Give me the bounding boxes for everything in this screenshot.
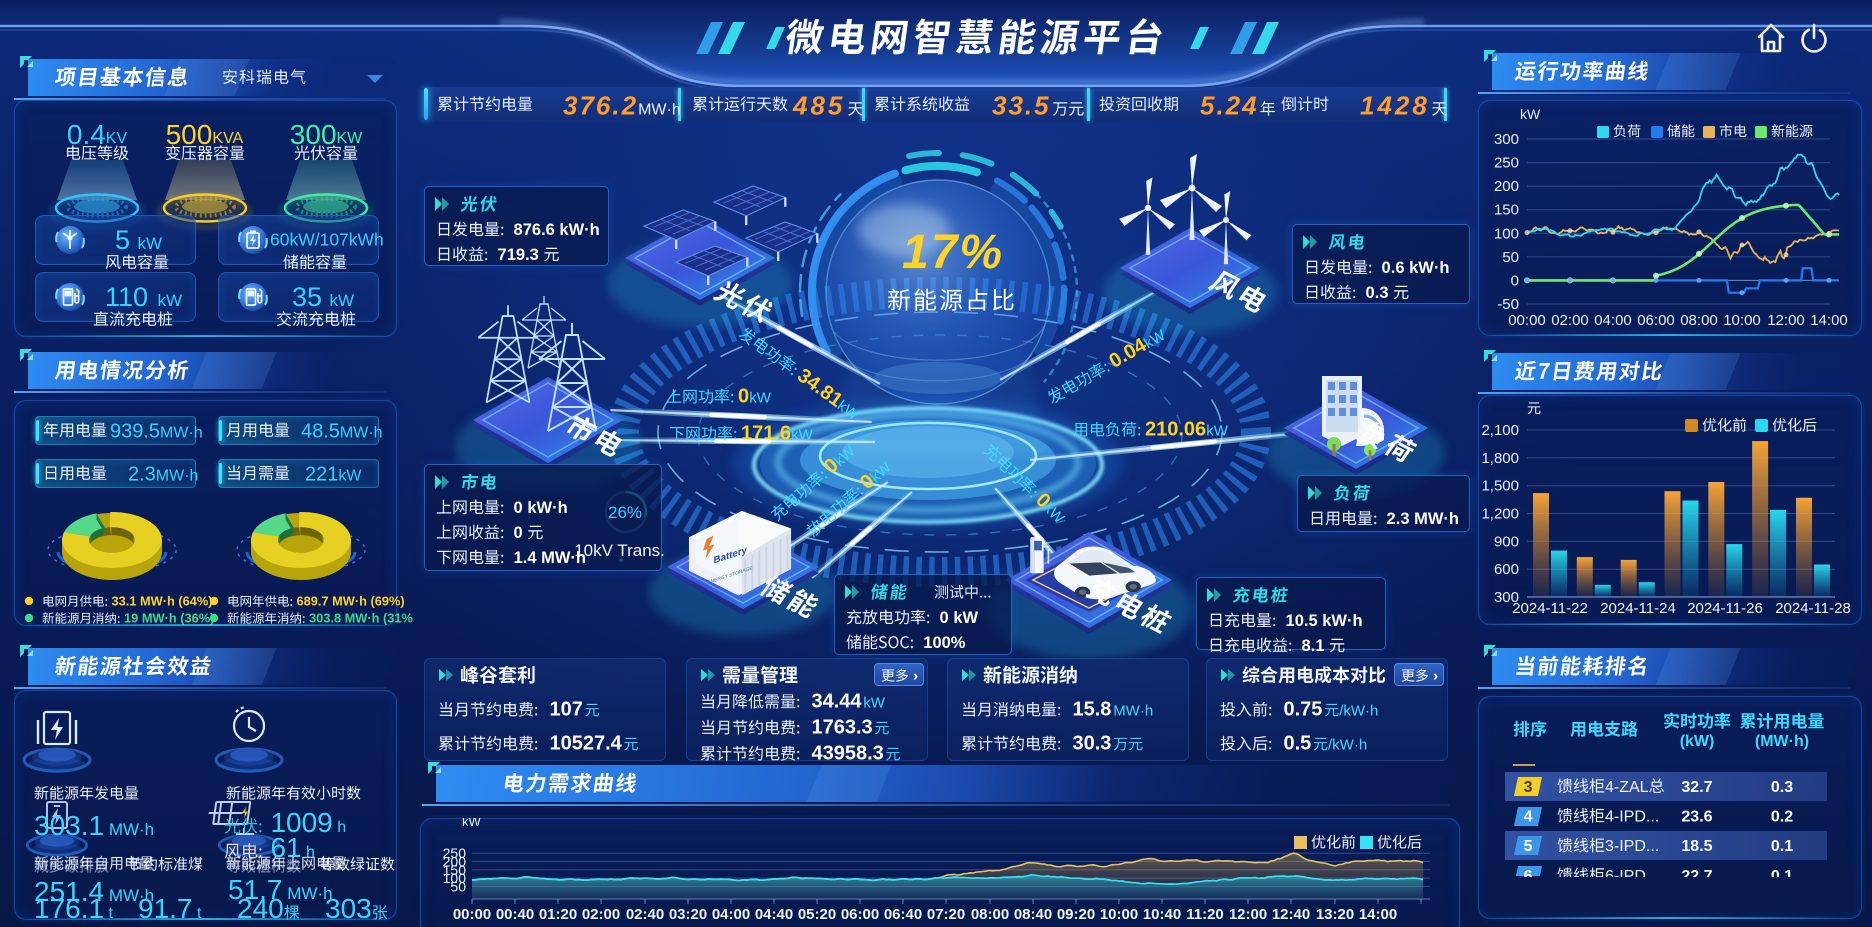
svg-text:02:40: 02:40 (626, 906, 664, 923)
svg-text:04:00: 04:00 (1594, 312, 1632, 329)
svg-text:200: 200 (1494, 178, 1519, 195)
svg-text:-50: -50 (1497, 296, 1519, 313)
svg-text:02:00: 02:00 (582, 906, 620, 923)
svg-text:12:00: 12:00 (1767, 312, 1805, 329)
svg-text:11:20: 11:20 (1186, 906, 1224, 923)
svg-text:08:00: 08:00 (1680, 312, 1718, 329)
svg-text:50: 50 (1502, 249, 1519, 266)
svg-text:1,800: 1,800 (1481, 450, 1519, 467)
svg-text:08:00: 08:00 (971, 906, 1009, 923)
svg-text:14:00: 14:00 (1359, 906, 1397, 923)
svg-text:06:00: 06:00 (1637, 312, 1675, 329)
svg-text:150: 150 (443, 862, 467, 878)
svg-text:150: 150 (1494, 202, 1519, 219)
svg-text:250: 250 (1494, 155, 1519, 172)
svg-text:200: 200 (443, 854, 467, 870)
svg-text:1,200: 1,200 (1481, 506, 1519, 523)
svg-text:09:20: 09:20 (1057, 906, 1095, 923)
svg-text:2,100: 2,100 (1481, 422, 1519, 439)
svg-text:05:20: 05:20 (798, 906, 836, 923)
svg-text:900: 900 (1494, 533, 1519, 550)
svg-text:13:20: 13:20 (1316, 906, 1354, 923)
svg-text:00:40: 00:40 (496, 906, 534, 923)
svg-text:14:00: 14:00 (1810, 312, 1848, 329)
svg-text:00:00: 00:00 (1508, 312, 1546, 329)
svg-text:2024-11-22: 2024-11-22 (1512, 600, 1588, 617)
svg-text:100: 100 (1494, 225, 1519, 242)
svg-text:04:00: 04:00 (712, 906, 750, 923)
svg-text:00:00: 00:00 (453, 906, 491, 923)
svg-text:kW: kW (1520, 106, 1541, 122)
svg-text:50: 50 (450, 878, 466, 894)
svg-text:01:20: 01:20 (539, 906, 577, 923)
svg-text:08:40: 08:40 (1014, 906, 1052, 923)
svg-text:03:20: 03:20 (669, 906, 707, 923)
svg-text:02:00: 02:00 (1551, 312, 1589, 329)
svg-text:12:00: 12:00 (1229, 906, 1267, 923)
svg-text:0: 0 (1511, 272, 1519, 289)
svg-text:100: 100 (443, 870, 467, 886)
svg-text:kW: kW (462, 818, 482, 829)
svg-text:04:40: 04:40 (755, 906, 793, 923)
svg-text:300: 300 (1494, 131, 1519, 148)
svg-text:12:40: 12:40 (1272, 906, 1310, 923)
svg-text:300: 300 (1494, 589, 1519, 606)
svg-text:06:40: 06:40 (884, 906, 922, 923)
svg-text:250: 250 (443, 845, 467, 861)
svg-text:1,500: 1,500 (1481, 478, 1519, 495)
svg-text:2024-11-28: 2024-11-28 (1775, 600, 1851, 617)
svg-text:10:00: 10:00 (1723, 312, 1761, 329)
svg-text:06:00: 06:00 (841, 906, 879, 923)
svg-text:2024-11-26: 2024-11-26 (1687, 600, 1763, 617)
svg-text:2024-11-24: 2024-11-24 (1600, 600, 1676, 617)
svg-text:10:00: 10:00 (1100, 906, 1138, 923)
svg-text:10:40: 10:40 (1143, 906, 1181, 923)
svg-text:600: 600 (1494, 561, 1519, 578)
svg-text:07:20: 07:20 (927, 906, 965, 923)
